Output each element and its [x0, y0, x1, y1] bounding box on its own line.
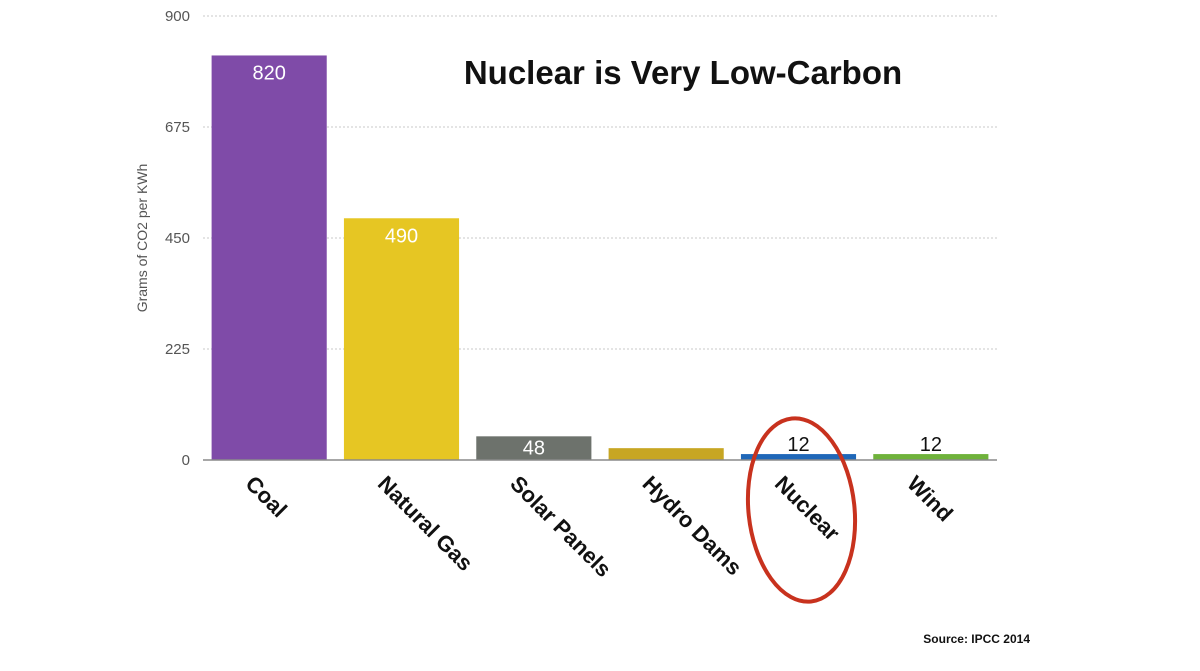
- y-tick-label: 675: [165, 119, 190, 136]
- category-label: Coal: [241, 471, 292, 522]
- bars: [211, 55, 989, 460]
- y-axis-ticks: 0 225 450 675 900: [165, 8, 190, 469]
- y-tick-label: 900: [165, 8, 190, 25]
- value-label: 12: [787, 434, 809, 456]
- chart-title: Nuclear is Very Low-Carbon: [464, 54, 902, 91]
- category-label: Hydro Dams: [638, 471, 747, 580]
- value-label: 48: [523, 437, 545, 459]
- value-label: 490: [385, 225, 418, 247]
- bar-wind: [873, 454, 989, 460]
- category-label: Natural Gas: [373, 471, 478, 576]
- value-labels: 820 490 48 24 12 12: [252, 62, 941, 459]
- category-label: Wind: [902, 471, 958, 527]
- value-label: 24: [655, 428, 677, 450]
- category-label: Solar Panels: [505, 471, 616, 582]
- y-tick-label: 0: [182, 452, 190, 469]
- bar-nuclear: [740, 454, 857, 460]
- bar-natural-gas: [343, 218, 460, 460]
- gridlines: [203, 15, 997, 350]
- bar-hydro-dams: [608, 448, 724, 460]
- value-label: 12: [920, 434, 942, 456]
- highlight-circle: [745, 416, 858, 604]
- highlight-annotation: [745, 416, 858, 604]
- y-tick-label: 225: [165, 341, 190, 358]
- y-axis-label: Grams of CO2 per KWh: [134, 164, 150, 313]
- bar-coal: [211, 55, 327, 460]
- value-label: 820: [252, 62, 285, 84]
- bar-solar-panels: [476, 436, 592, 460]
- source-note: Source: IPCC 2014: [923, 632, 1030, 646]
- category-label: Nuclear: [770, 471, 845, 546]
- y-tick-label: 450: [165, 230, 190, 247]
